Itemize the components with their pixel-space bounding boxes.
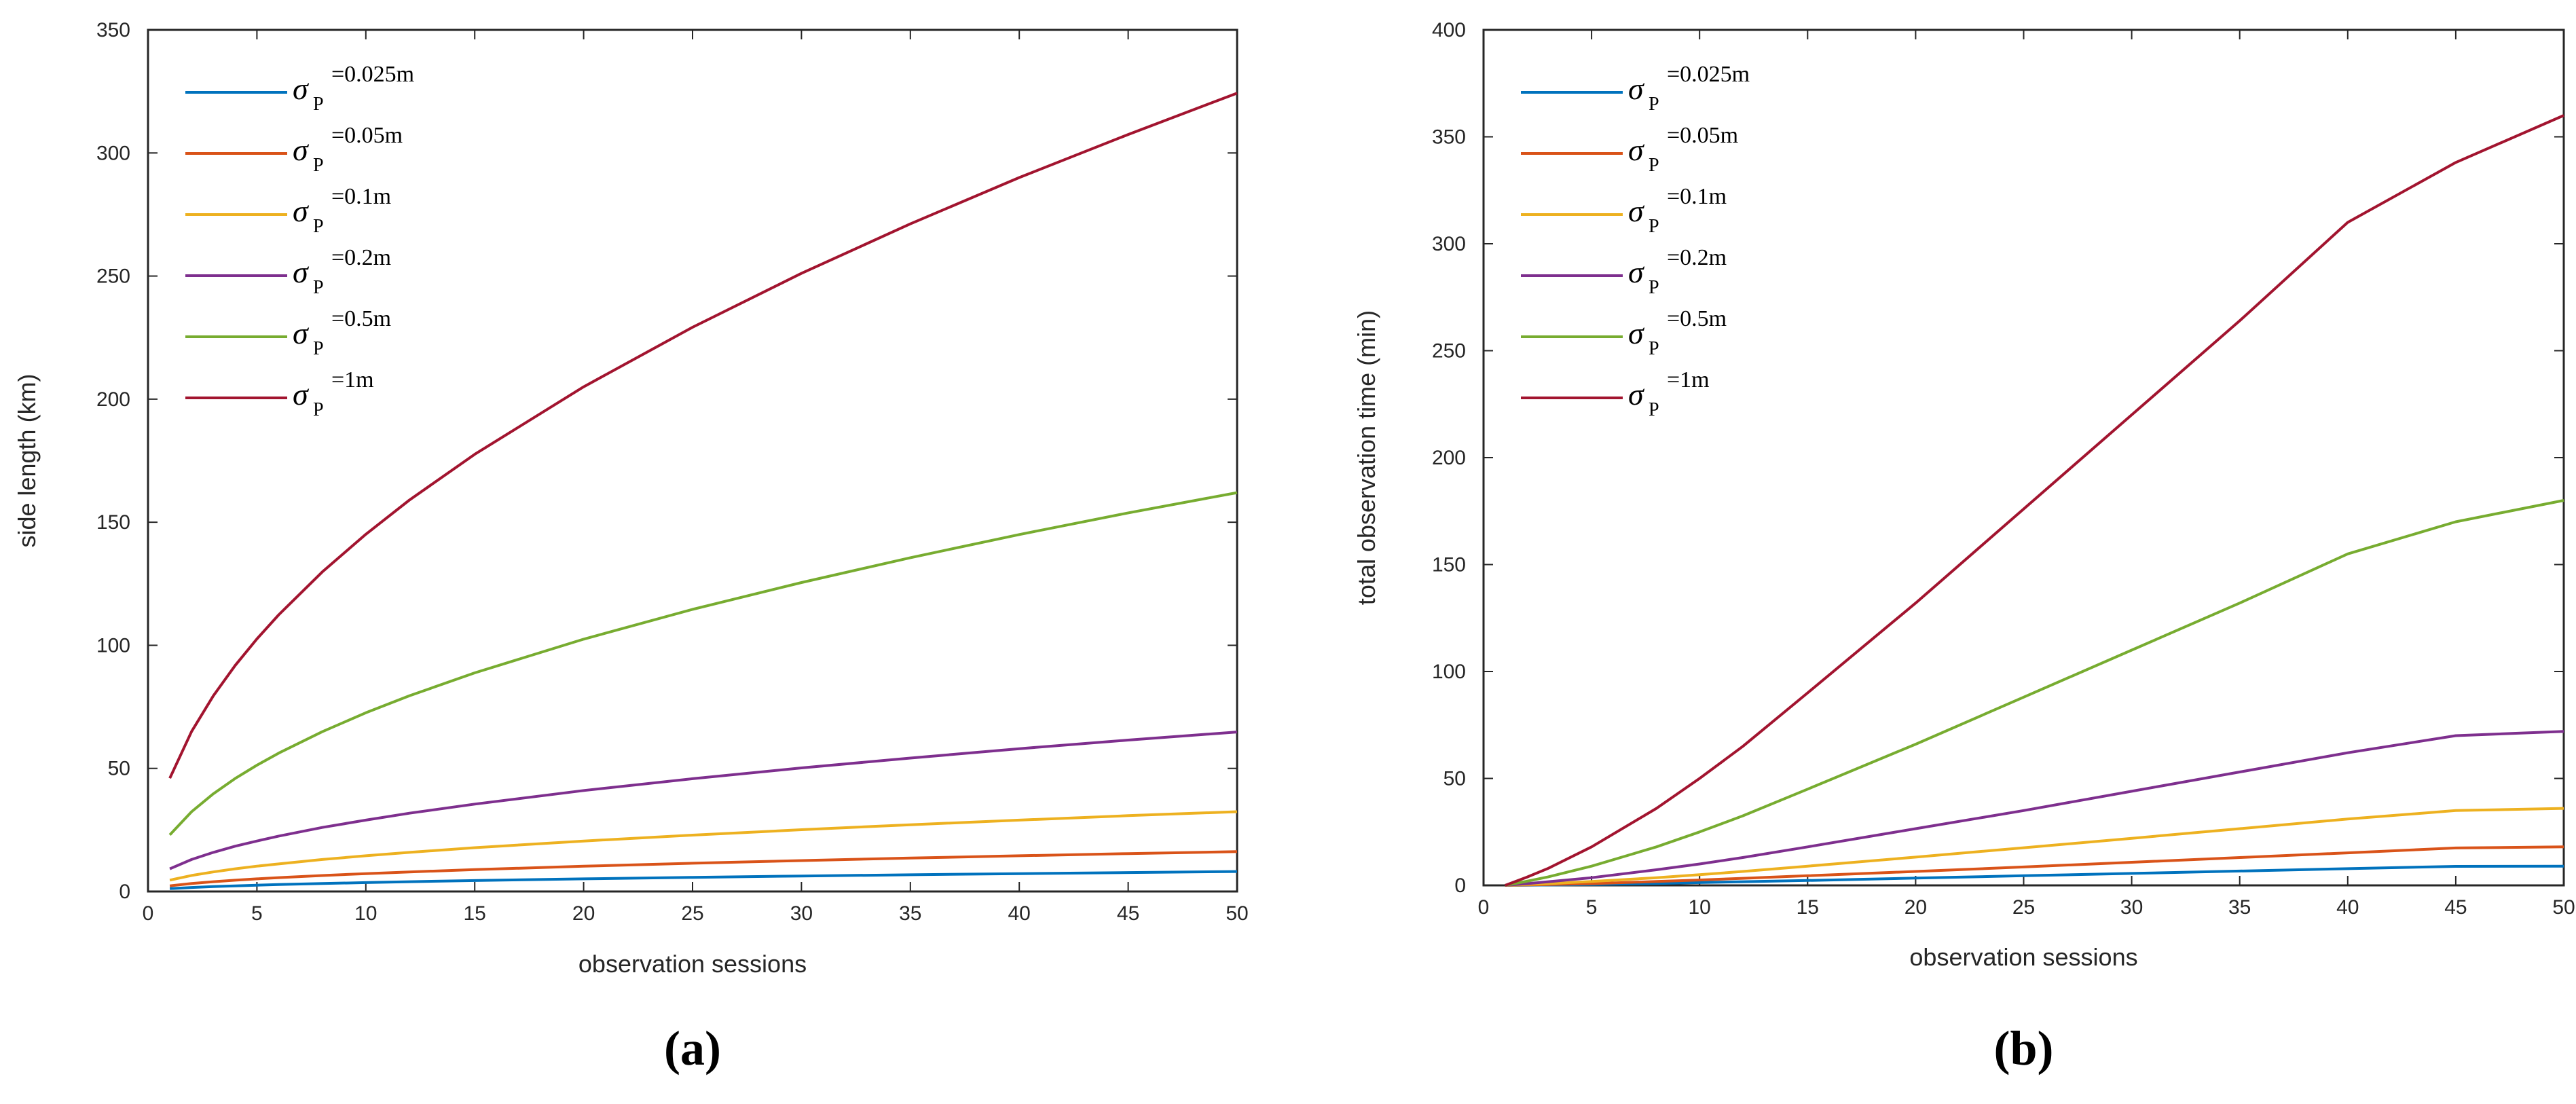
y-tick-label: 250 — [96, 265, 130, 288]
x-tick-label: 30 — [2120, 896, 2143, 919]
x-axis-label: observation sessions — [1909, 943, 2137, 971]
legend-sigma: σ — [293, 194, 310, 228]
chart-panel-2: 0 5 10 15 20 25 30 35 40 45 50 0 50 100 150 200 250 300 35… — [1353, 19, 2575, 1075]
legend-subscript: P — [1649, 338, 1659, 359]
legend-sigma: σ — [1628, 132, 1645, 167]
legend-sigma: σ — [293, 316, 310, 350]
y-tick-label: 150 — [1432, 554, 1466, 576]
legend-subscript: P — [313, 338, 324, 359]
x-tick-label: 50 — [2552, 896, 2575, 919]
legend-value-label: =0.1m — [1667, 184, 1727, 209]
y-tick-label: 250 — [1432, 340, 1466, 363]
panel-label: (a) — [664, 1021, 721, 1075]
y-axis-label: total observation time (min) — [1353, 310, 1380, 605]
plot-area — [147, 29, 1238, 893]
legend-sigma: σ — [293, 255, 310, 289]
series-line-3 — [1505, 807, 2564, 887]
series-line-1 — [169, 870, 1238, 890]
series-line-2 — [169, 850, 1238, 887]
y-tick-label: 400 — [1432, 19, 1466, 41]
legend-subscript: P — [313, 277, 324, 298]
legend-sigma: σ — [293, 132, 310, 167]
x-tick-label: 45 — [2444, 896, 2467, 919]
legend-value-label: =0.5m — [331, 306, 391, 331]
series-line-6 — [168, 92, 1238, 779]
y-tick-label: 200 — [1432, 447, 1466, 469]
x-tick-label: 40 — [2336, 896, 2359, 919]
y-tick-label: 200 — [96, 388, 130, 411]
x-tick-label: 45 — [1117, 902, 1139, 925]
legend-value-label: =0.1m — [331, 184, 391, 209]
legend-value-label: =0.025m — [331, 62, 414, 87]
legend-sigma: σ — [1628, 71, 1645, 106]
y-tick-label: 300 — [96, 142, 130, 164]
legend-value-label: =0.2m — [1667, 245, 1727, 270]
legend-sigma: σ — [1628, 194, 1645, 228]
series-line-3 — [169, 810, 1238, 882]
legend-subscript: P — [1649, 155, 1659, 176]
series-line-4 — [1505, 730, 2564, 887]
x-tick-label: 0 — [1478, 896, 1490, 919]
series-line-5 — [1505, 499, 2564, 887]
x-tick-label: 20 — [572, 902, 595, 925]
legend-subscript: P — [313, 94, 324, 115]
y-tick-label: 100 — [96, 634, 130, 657]
x-tick-label: 35 — [2228, 896, 2251, 919]
series-line-5 — [168, 491, 1238, 836]
legend-value-label: =0.05m — [331, 123, 403, 148]
legend-subscript: P — [1649, 94, 1659, 115]
legend-value-label: =0.2m — [331, 245, 391, 270]
x-axis-label: observation sessions — [578, 950, 807, 978]
series-line-6 — [1505, 114, 2564, 887]
chart-panel-1: 0 5 10 15 20 25 30 35 40 45 50 0 50 100 150 200 250 300 35… — [13, 19, 1249, 1075]
panel-label: (b) — [1994, 1021, 2054, 1075]
y-tick-label: 300 — [1432, 233, 1466, 255]
legend-sigma: σ — [293, 71, 310, 106]
x-tick-label: 25 — [2012, 896, 2035, 919]
x-tick-label: 5 — [1586, 896, 1598, 919]
legend-subscript: P — [1649, 216, 1659, 237]
x-tick-label: 15 — [464, 902, 486, 925]
y-tick-label: 350 — [96, 19, 130, 41]
legend-value-label: =0.5m — [1667, 306, 1727, 331]
x-tick-label: 10 — [354, 902, 377, 925]
y-tick-label: 350 — [1432, 126, 1466, 149]
legend-sigma: σ — [1628, 377, 1645, 411]
y-tick-label: 50 — [1443, 768, 1466, 790]
legend-value-label: =0.05m — [1667, 123, 1738, 148]
legend-sigma: σ — [293, 377, 310, 411]
y-tick-label: 0 — [119, 881, 130, 903]
y-tick-label: 50 — [108, 758, 130, 780]
x-tick-label: 15 — [1797, 896, 1819, 919]
legend-subscript: P — [313, 399, 324, 420]
x-tick-label: 50 — [1226, 902, 1248, 925]
x-tick-label: 25 — [681, 902, 703, 925]
legend-subscript: P — [1649, 399, 1659, 420]
x-tick-label: 5 — [251, 902, 263, 925]
plot-area — [1482, 29, 2565, 887]
legend-subscript: P — [313, 155, 324, 176]
y-tick-label: 0 — [1454, 875, 1466, 897]
y-tick-label: 100 — [1432, 661, 1466, 683]
series-line-4 — [169, 731, 1238, 870]
legend-value-label: =1m — [1667, 367, 1710, 392]
x-tick-label: 20 — [1905, 896, 1927, 919]
x-tick-label: 0 — [143, 902, 154, 925]
x-tick-label: 30 — [790, 902, 813, 925]
legend-value-label: =1m — [331, 367, 374, 392]
x-tick-label: 35 — [899, 902, 921, 925]
legend-value-label: =0.025m — [1667, 62, 1750, 87]
legend-subscript: P — [313, 216, 324, 237]
y-axis-label: side length (km) — [13, 373, 41, 547]
x-tick-label: 10 — [1689, 896, 1711, 919]
legend-subscript: P — [1649, 277, 1659, 298]
legend-sigma: σ — [1628, 255, 1645, 289]
legend-sigma: σ — [1628, 316, 1645, 350]
y-tick-label: 150 — [96, 511, 130, 534]
x-tick-label: 40 — [1008, 902, 1031, 925]
